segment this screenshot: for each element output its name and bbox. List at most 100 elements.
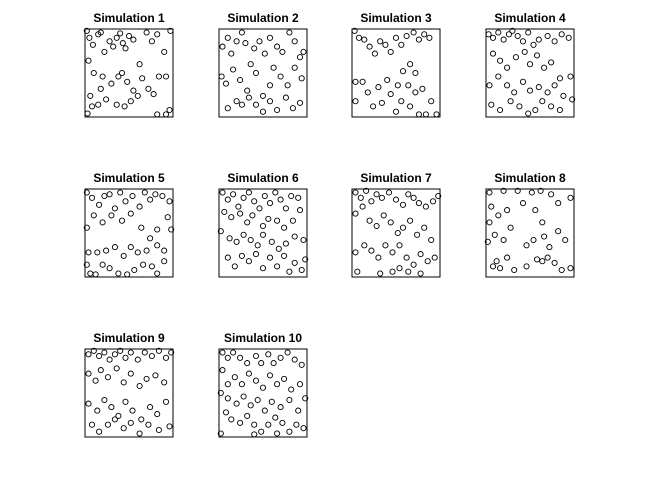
scatter-point	[99, 73, 106, 80]
scatter-point	[155, 347, 162, 354]
scatter-point	[97, 367, 104, 374]
scatter-point	[247, 236, 254, 244]
plot-frame	[351, 28, 441, 118]
scatter-point	[117, 347, 124, 354]
scatter-point	[95, 101, 102, 108]
scatter-point	[421, 224, 428, 231]
scatter-point	[555, 228, 562, 235]
scatter-point	[122, 45, 129, 52]
scatter-point	[237, 76, 244, 84]
scatter-point	[219, 189, 226, 196]
scatter-point	[235, 203, 242, 210]
scatter-point	[546, 244, 553, 251]
scatter-point	[261, 407, 268, 414]
scatter-point	[532, 207, 539, 214]
scatter-point	[266, 34, 274, 41]
scatter-point	[399, 68, 407, 75]
scatter-point	[124, 78, 131, 85]
scatter-point	[569, 96, 576, 103]
panel-title: Simulation 1	[93, 11, 165, 25]
scatter-point	[256, 38, 263, 45]
scatter-point	[286, 29, 293, 36]
scatter-point	[548, 191, 555, 198]
scatter-point	[399, 224, 407, 231]
scatter-point	[120, 252, 127, 259]
scatter-point	[117, 189, 124, 196]
scatter-point	[419, 85, 426, 92]
scatter-point	[101, 396, 108, 404]
scatter-point	[259, 222, 267, 230]
scatter-point	[486, 219, 493, 226]
scatter-point	[237, 210, 244, 217]
scatter-point	[152, 372, 159, 379]
scatter-point	[96, 201, 103, 208]
scatter-point	[363, 187, 370, 194]
scatter-point	[370, 103, 377, 110]
scatter-point	[84, 110, 91, 117]
scatter-point	[366, 217, 373, 224]
scatter-point	[415, 36, 422, 43]
scatter-point	[238, 381, 245, 388]
scatter-point	[497, 265, 504, 272]
scatter-point	[237, 354, 244, 361]
scatter-point	[140, 261, 147, 268]
scatter-point	[224, 381, 231, 388]
scatter-point	[405, 191, 412, 198]
scatter-point	[398, 41, 405, 48]
scatter-point	[544, 89, 551, 96]
scatter-point	[375, 84, 382, 91]
scatter-point	[143, 375, 150, 382]
scatter-point	[119, 40, 126, 47]
scatter-point	[291, 259, 298, 266]
scatter-point	[488, 101, 495, 108]
scatter-point	[245, 94, 252, 101]
scatter-point	[111, 416, 118, 423]
scatter-point	[523, 242, 530, 249]
scatter-point	[414, 231, 421, 238]
scatter-point	[286, 268, 293, 275]
scatter-point	[86, 34, 93, 41]
scatter-point	[122, 354, 129, 361]
scatter-point	[398, 98, 405, 105]
scatter-point	[245, 189, 252, 196]
scatter-point	[101, 349, 108, 356]
scatter-point	[118, 217, 126, 224]
simulation-panel-6: Simulation 6	[217, 171, 309, 278]
scatter-point	[530, 236, 537, 244]
scatter-point	[244, 360, 251, 367]
scatter-point	[426, 34, 433, 41]
scatter-point	[491, 231, 498, 238]
scatter-point	[113, 34, 120, 41]
scatter-point	[231, 263, 238, 270]
scatter-point	[380, 212, 387, 219]
scatter-point	[106, 38, 113, 45]
scatter-point	[511, 89, 518, 96]
scatter-point	[509, 27, 516, 34]
scatter-point	[147, 235, 154, 242]
panel-title: Simulation 7	[360, 171, 432, 185]
scatter-point	[373, 222, 380, 230]
scatter-point	[389, 268, 396, 275]
scatter-point	[134, 249, 141, 256]
scatter-point	[519, 38, 527, 45]
scatter-point	[238, 252, 245, 259]
plot-frame	[485, 188, 575, 278]
scatter-point	[148, 38, 155, 45]
scatter-point	[392, 108, 400, 115]
scatter-point	[268, 238, 275, 245]
scatter-point	[364, 89, 371, 96]
scatter-point	[282, 205, 289, 212]
scatter-point	[166, 423, 173, 430]
scatter-point	[489, 34, 497, 41]
scatter-point	[293, 421, 300, 428]
scatter-point	[417, 270, 424, 277]
plot-frame	[84, 28, 174, 118]
scatter-point	[282, 94, 289, 101]
scatter-point	[535, 36, 542, 43]
simulation-panel-7: Simulation 7	[351, 171, 442, 278]
scatter-point	[507, 98, 514, 105]
scatter-point	[352, 249, 359, 256]
scatter-point	[161, 48, 168, 55]
scatter-point	[99, 219, 106, 226]
